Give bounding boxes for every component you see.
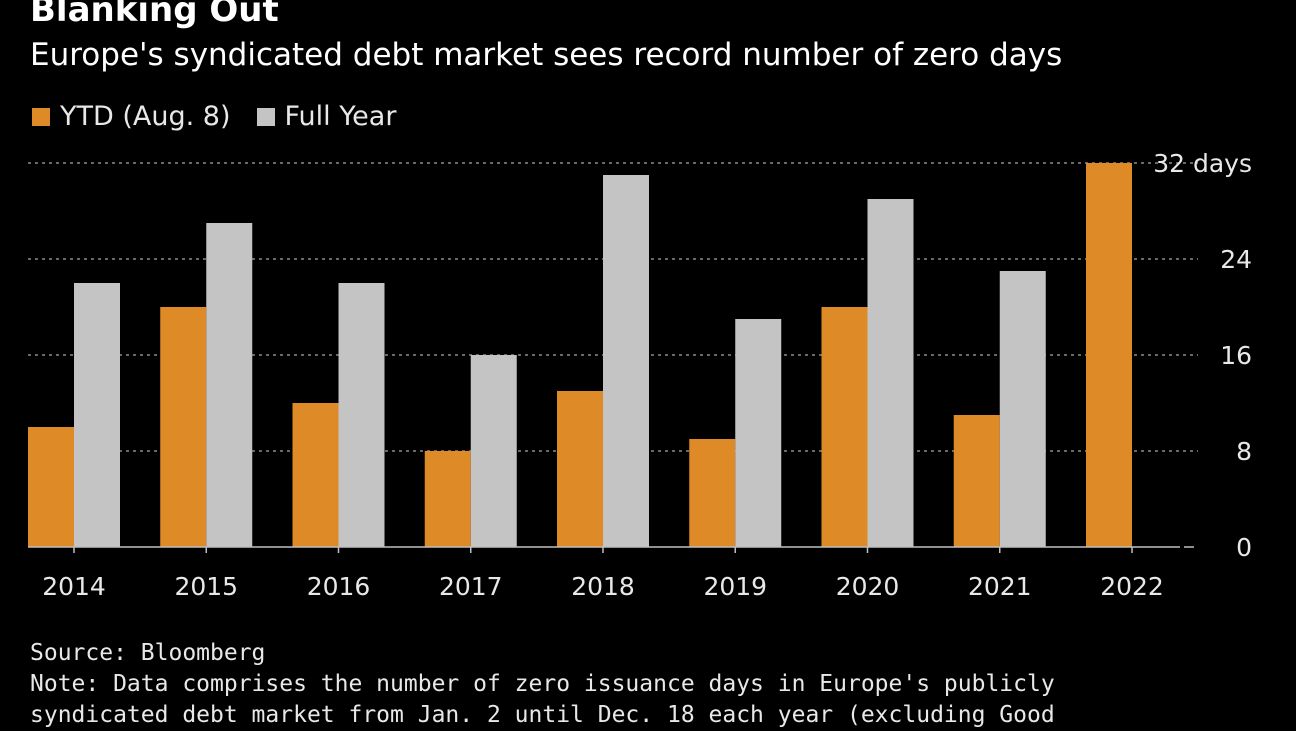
note-line-1: Note: Data comprises the number of zero … xyxy=(30,671,1055,697)
legend-swatch-ytd xyxy=(32,107,50,126)
bar-full-year-2014 xyxy=(74,283,120,547)
y-tick-label-16: 16 xyxy=(1220,341,1252,370)
x-tick-label-2022: 2022 xyxy=(1100,572,1164,601)
y-tick-label-0: 0 xyxy=(1236,533,1252,562)
bar-ytd-2018 xyxy=(557,391,603,547)
bar-ytd-2017 xyxy=(424,451,471,547)
x-tick-label-2015: 2015 xyxy=(174,572,238,601)
x-tick-label-2018: 2018 xyxy=(571,572,635,601)
bar-full-year-2017 xyxy=(470,355,517,547)
legend-label-ytd: YTD (Aug. 8) xyxy=(60,101,231,132)
chart-subtitle: Europe's syndicated debt market sees rec… xyxy=(30,37,1063,73)
bar-full-year-2019 xyxy=(735,319,782,547)
note-line-2: syndicated debt market from Jan. 2 until… xyxy=(30,702,1055,728)
chart-legend: YTD (Aug. 8) Full Year xyxy=(32,101,422,132)
x-tick-label-2016: 2016 xyxy=(307,572,371,601)
y-tick-label-8: 8 xyxy=(1236,437,1252,466)
bar-ytd-2019 xyxy=(689,439,736,547)
x-tick-label-2020: 2020 xyxy=(836,572,900,601)
bar-ytd-2015 xyxy=(160,307,207,547)
y-tick-label-24: 24 xyxy=(1220,245,1252,274)
chart-footer: Source: Bloomberg Note: Data comprises t… xyxy=(30,638,1055,731)
bar-full-year-2021 xyxy=(999,271,1046,547)
y-tick-label-32: 32 days xyxy=(1153,149,1252,178)
bar-ytd-2016 xyxy=(292,403,339,547)
x-tick-label-2014: 2014 xyxy=(42,572,106,601)
bar-ytd-2020 xyxy=(821,307,868,547)
x-tick-label-2021: 2021 xyxy=(968,572,1032,601)
bar-ytd-2022 xyxy=(1086,163,1132,547)
chart-title: Blanking Out xyxy=(30,0,279,30)
bar-full-year-2020 xyxy=(867,199,914,547)
legend-item-full-year: Full Year xyxy=(256,101,397,132)
x-tick-label-2019: 2019 xyxy=(703,572,767,601)
bar-full-year-2018 xyxy=(603,175,649,547)
x-tick-label-2017: 2017 xyxy=(439,572,503,601)
bar-ytd-2021 xyxy=(953,415,1000,547)
bar-full-year-2016 xyxy=(338,283,385,547)
legend-swatch-full-year xyxy=(256,107,275,126)
bar-full-year-2015 xyxy=(206,223,253,547)
legend-label-full-year: Full Year xyxy=(284,101,397,132)
legend-item-ytd: YTD (Aug. 8) xyxy=(32,101,231,132)
source-note: Source: Bloomberg xyxy=(30,640,266,666)
bar-ytd-2014 xyxy=(28,427,74,547)
